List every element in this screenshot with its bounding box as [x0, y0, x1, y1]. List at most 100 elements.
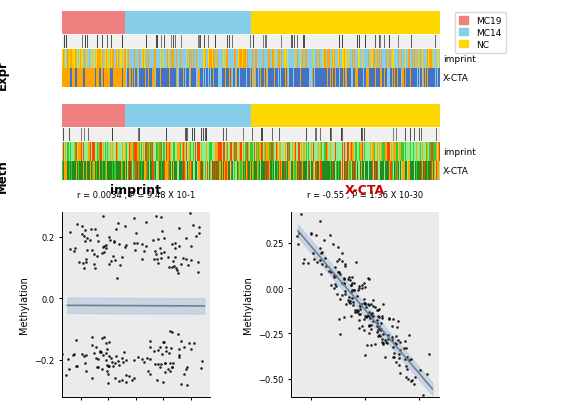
Point [345, 277, 354, 284]
Point [374, 306, 383, 312]
Title: imprint: imprint [110, 183, 162, 196]
Point [92, 355, 101, 361]
Point [105, 234, 114, 241]
Legend: MC19, MC14, NC: MC19, MC14, NC [455, 13, 506, 54]
Point [133, 354, 142, 361]
Point [130, 247, 139, 254]
Point [296, 212, 305, 218]
Point [364, 312, 373, 318]
Text: imprint: imprint [443, 147, 476, 156]
Point [101, 245, 110, 251]
Point [139, 248, 148, 254]
Point [43, 273, 52, 280]
Y-axis label: Methylation: Methylation [243, 276, 253, 334]
Point [307, 231, 316, 238]
Point [122, 243, 131, 249]
Point [166, 367, 175, 374]
Point [390, 350, 399, 356]
Point [403, 376, 412, 382]
Point [97, 250, 106, 257]
Point [425, 351, 434, 357]
Point [145, 371, 154, 377]
Point [368, 297, 377, 303]
Point [367, 309, 376, 316]
Point [330, 274, 339, 280]
Point [168, 360, 177, 366]
Point [118, 377, 127, 383]
Point [359, 280, 368, 287]
Point [316, 245, 325, 252]
Point [419, 392, 428, 398]
Point [293, 241, 302, 247]
Point [360, 313, 369, 320]
Point [360, 327, 369, 334]
Point [373, 323, 382, 329]
Point [337, 280, 346, 286]
Point [141, 243, 150, 249]
Point [89, 350, 98, 356]
Point [81, 227, 90, 234]
Point [376, 320, 385, 327]
Point [72, 363, 81, 369]
Point [70, 350, 79, 357]
Point [194, 269, 203, 276]
Point [70, 245, 79, 252]
Point [160, 360, 169, 367]
Point [184, 262, 193, 269]
Point [343, 277, 352, 283]
Point [170, 245, 179, 251]
Point [100, 243, 109, 249]
Point [101, 350, 110, 356]
Point [179, 255, 188, 261]
Point [130, 215, 139, 221]
Point [156, 214, 165, 220]
Point [104, 362, 113, 369]
Text: Expr: Expr [0, 60, 10, 90]
Point [373, 307, 382, 313]
Point [168, 328, 177, 335]
Point [374, 333, 383, 339]
Point [321, 255, 330, 261]
Point [98, 213, 107, 220]
Point [118, 254, 127, 261]
Point [153, 260, 162, 266]
Point [304, 260, 313, 267]
Point [383, 333, 392, 339]
Point [181, 235, 190, 242]
Point [106, 355, 115, 362]
Point [78, 351, 87, 358]
Point [369, 303, 378, 309]
Point [391, 341, 400, 347]
Point [355, 284, 364, 290]
Point [151, 251, 160, 257]
Point [378, 313, 387, 320]
Point [104, 371, 113, 378]
Point [96, 348, 105, 355]
Point [190, 340, 199, 347]
Point [360, 352, 369, 358]
Point [348, 274, 357, 281]
Point [86, 237, 95, 244]
Point [158, 339, 167, 345]
Point [110, 238, 119, 245]
Point [110, 360, 119, 366]
Point [90, 261, 99, 267]
Point [396, 370, 405, 377]
Point [349, 287, 358, 293]
Point [145, 338, 154, 345]
Point [110, 239, 119, 245]
Point [366, 322, 375, 328]
Point [197, 358, 206, 364]
Point [114, 362, 123, 369]
Point [152, 213, 161, 220]
Point [159, 379, 168, 386]
Point [150, 347, 159, 354]
Point [102, 345, 111, 352]
Point [365, 330, 374, 337]
Point [377, 326, 386, 332]
Point [351, 260, 360, 266]
Point [361, 314, 370, 321]
Point [129, 357, 138, 364]
Point [51, 259, 60, 265]
Point [405, 332, 414, 339]
